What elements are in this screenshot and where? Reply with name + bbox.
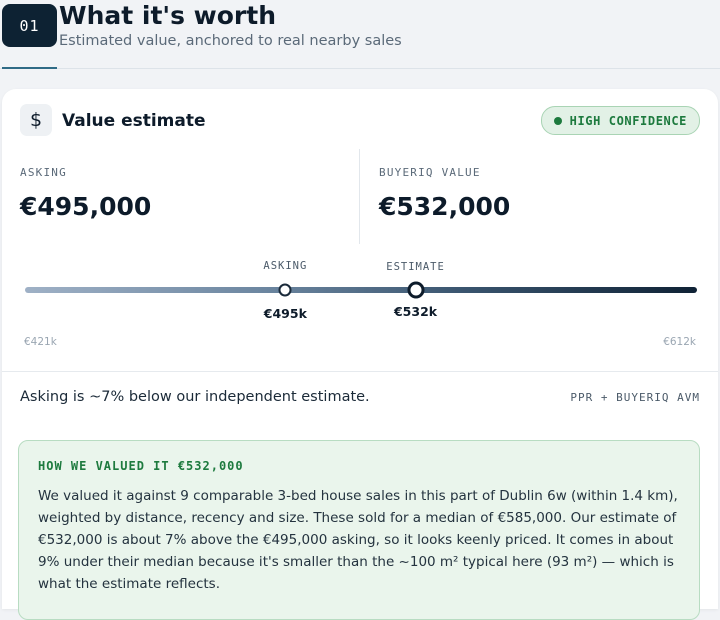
confidence-badge: HIGH CONFIDENCE (540, 106, 700, 135)
slider-estimate-label: ESTIMATE (386, 261, 445, 273)
value-estimate-card: $ Value estimate HIGH CONFIDENCE ASKING … (2, 89, 718, 620)
asking-value: €495,000 (20, 192, 152, 221)
page-subtitle: Estimated value, anchored to real nearby… (59, 33, 402, 49)
estimate-value: €532,000 (379, 192, 511, 221)
data-source-label: PPR + BUYERIQ AVM (570, 391, 700, 404)
explanation-heading: HOW WE VALUED IT €532,000 (38, 459, 244, 473)
status-dot-icon (553, 116, 562, 125)
dollar-icon: $ (20, 104, 52, 136)
estimate-marker (407, 281, 425, 299)
range-min-label: €421k (24, 336, 57, 348)
asking-marker (278, 283, 292, 297)
range-max-label: €612k (663, 336, 696, 348)
comparison-text: Asking is ~7% below our independent esti… (20, 389, 370, 405)
valuation-explanation-box: HOW WE VALUED IT €532,000 We valued it a… (18, 440, 700, 620)
step-number-badge: 01 (2, 4, 57, 47)
slider-asking-label: ASKING (263, 260, 308, 272)
explanation-body: We valued it against 9 comparable 3-bed … (38, 488, 678, 592)
estimate-label: BUYERIQ VALUE (379, 166, 481, 179)
asking-marker-value: €495k (263, 306, 307, 321)
metric-divider (359, 149, 360, 244)
estimate-marker-value: €532k (393, 304, 438, 319)
value-range-track (25, 287, 697, 293)
section-divider (2, 371, 718, 372)
asking-label: ASKING (20, 166, 67, 179)
header-divider (0, 68, 720, 69)
header-active-indicator (2, 67, 57, 69)
card-title: Value estimate (62, 111, 206, 131)
confidence-label: HIGH CONFIDENCE (569, 113, 687, 128)
page-title: What it's worth (59, 1, 277, 30)
